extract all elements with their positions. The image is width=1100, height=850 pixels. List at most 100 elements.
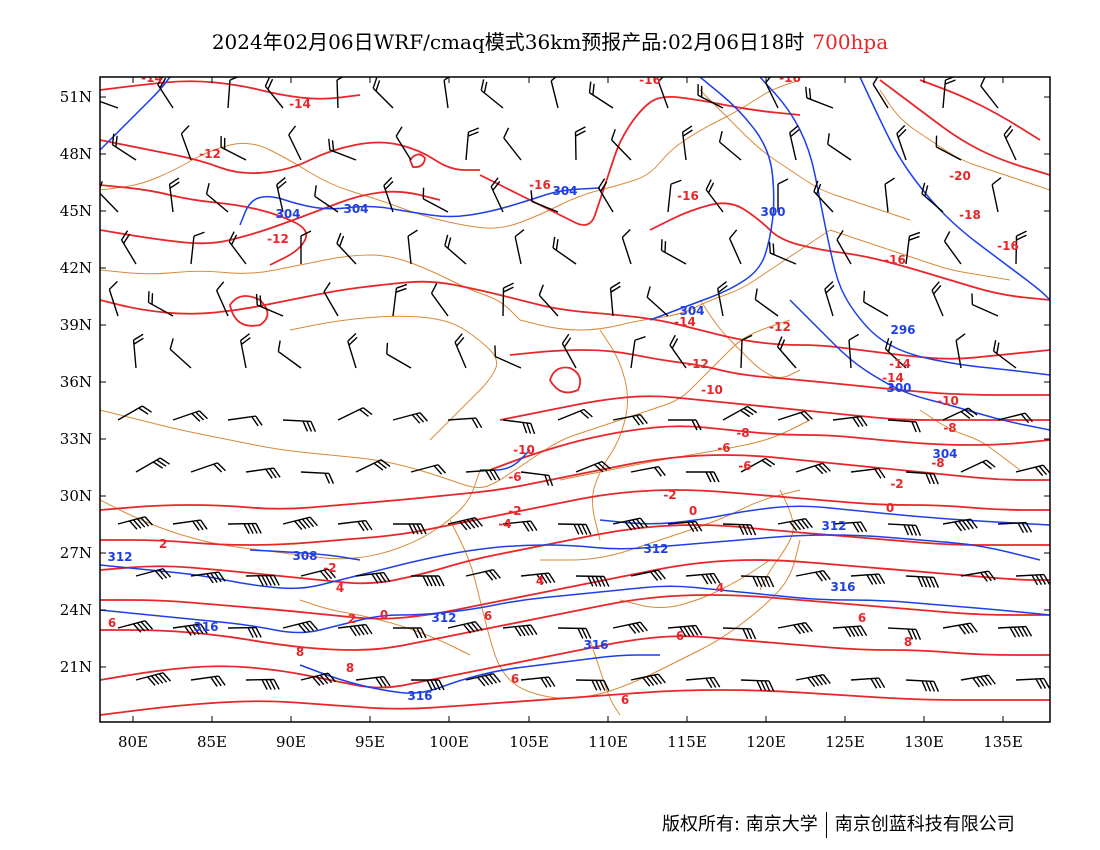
- x-tick-label: 125E: [825, 733, 865, 751]
- height-contour-line: [859, 77, 1050, 301]
- boundary-line: [592, 329, 628, 541]
- temperature-contour-label: -8: [943, 421, 956, 435]
- wind-barb-icon: [300, 672, 336, 687]
- wind-barb-icon: [832, 415, 868, 428]
- wind-barb-icon: [336, 232, 357, 265]
- wind-barb-icon: [574, 126, 586, 161]
- height-contour-label: 312: [643, 542, 668, 556]
- wind-barb-icon: [135, 672, 171, 686]
- temperature-contour-label: -2: [323, 561, 336, 575]
- wind-barb-icon: [685, 572, 721, 585]
- wind-barb-icon: [480, 79, 504, 109]
- country-boundaries: [100, 79, 1050, 716]
- wind-barb-icon: [777, 517, 813, 531]
- wind-barb-icon: [411, 575, 445, 587]
- temperature-contour-label: -12: [267, 232, 289, 246]
- copyright-left: 版权所有: 南京大学: [662, 814, 818, 835]
- wind-barb-icon: [942, 407, 978, 421]
- wind-barb-icon: [740, 334, 753, 369]
- wind-barb-icon: [111, 133, 137, 161]
- wind-barb-icon: [716, 281, 728, 317]
- temperature-contour-label: -14: [889, 357, 911, 371]
- temperature-contour-label: 4: [536, 574, 544, 588]
- wind-barb-icon: [621, 229, 632, 265]
- boundary-line: [289, 315, 498, 441]
- height-contour-line: [599, 505, 1050, 526]
- height-contour-line: [649, 77, 775, 321]
- wind-barb-icon: [530, 190, 559, 213]
- wind-barb-icon: [407, 229, 418, 265]
- temperature-contour-label: -10: [513, 443, 535, 457]
- wind-barb-icon: [740, 679, 775, 692]
- wind-barbs: [100, 77, 1050, 692]
- wind-barb-icon: [921, 182, 944, 213]
- wind-barb-icon: [514, 229, 525, 265]
- temperature-contour-line: [100, 280, 1050, 360]
- wind-barb-icon: [848, 333, 860, 369]
- wind-barb-icon: [575, 575, 610, 587]
- wind-barb-icon: [776, 336, 797, 369]
- wind-barb-icon: [789, 125, 800, 161]
- x-tick-label: 90E: [276, 733, 306, 751]
- wind-barb-icon: [777, 178, 789, 212]
- wind-barb-icon: [282, 419, 317, 432]
- wind-barb-icon: [117, 516, 153, 530]
- boundary-line: [699, 89, 911, 221]
- temperature-contour-label: -16: [997, 239, 1019, 253]
- temperature-contour-closed: [408, 153, 426, 168]
- temperature-contour-label: 0: [689, 504, 697, 518]
- wind-barb-icon: [997, 625, 1033, 638]
- temperature-contour-line: [879, 79, 1050, 176]
- wind-barb-icon: [337, 623, 373, 637]
- wind-barb-icon: [795, 673, 831, 687]
- wind-barb-icon: [728, 229, 742, 265]
- wind-barb-icon: [538, 284, 559, 317]
- wind-barb-icon: [887, 523, 922, 536]
- height-contour-line: [759, 77, 1050, 376]
- y-tick-label: 48N: [60, 145, 92, 163]
- map-title: 2024年02月06日WRF/cmaq模式36km预报产品:02月06日18时 7…: [0, 26, 1100, 55]
- wind-barb-icon: [740, 575, 775, 588]
- temperature-contour-line: [100, 139, 480, 175]
- wind-barb-icon: [561, 333, 577, 369]
- wind-barb-icon: [575, 679, 610, 691]
- wind-barb-icon: [264, 77, 284, 109]
- wind-barb-icon: [355, 459, 391, 473]
- wind-barb-icon: [991, 177, 1002, 213]
- wind-barb-icon: [245, 467, 281, 479]
- wind-barb-icon: [255, 293, 284, 317]
- temperature-contour-label: -14: [141, 71, 163, 85]
- wind-barb-icon: [646, 286, 669, 317]
- temperature-contour-line: [479, 95, 801, 226]
- temperature-contour-label: -6: [738, 459, 751, 473]
- height-contour-label: 308: [292, 549, 317, 563]
- wind-barb-icon: [795, 462, 831, 475]
- temperature-contour-label: 6: [511, 672, 519, 686]
- temperature-contour-line: [489, 425, 1050, 471]
- x-tick-label: 80E: [118, 733, 148, 751]
- wind-barb-icon: [942, 622, 978, 635]
- contour-labels: -14-14-12-12-16-16-16-16-20-18-16-16-14-…: [107, 71, 1019, 707]
- height-contour-label: 316: [193, 620, 218, 634]
- wind-barb-icon: [282, 620, 318, 634]
- wind-barb-icon: [896, 125, 907, 161]
- temperature-contour-line: [100, 559, 1050, 620]
- wind-barb-icon: [980, 77, 999, 109]
- wind-barb-icon: [722, 627, 757, 640]
- temperature-contour-line: [100, 184, 308, 266]
- wind-barb-icon: [612, 413, 648, 426]
- wind-barb-icon: [960, 570, 996, 582]
- temperature-contour-label: -8: [931, 456, 944, 470]
- temperature-contour-label: -10: [701, 383, 723, 397]
- height-contour-label: 312: [821, 519, 846, 533]
- wind-barb-icon: [588, 81, 614, 109]
- temperature-contour-line: [100, 80, 361, 100]
- wind-barb-icon: [630, 336, 646, 369]
- wind-barb-icon: [935, 135, 962, 161]
- map-plot-area: -14-14-12-12-16-16-16-16-20-18-16-16-14-…: [100, 71, 1050, 716]
- wind-barb-icon: [180, 125, 192, 161]
- wind-barb-icon: [328, 138, 357, 161]
- temperature-contour-label: -4: [498, 517, 511, 531]
- wind-barb-icon: [992, 340, 1017, 369]
